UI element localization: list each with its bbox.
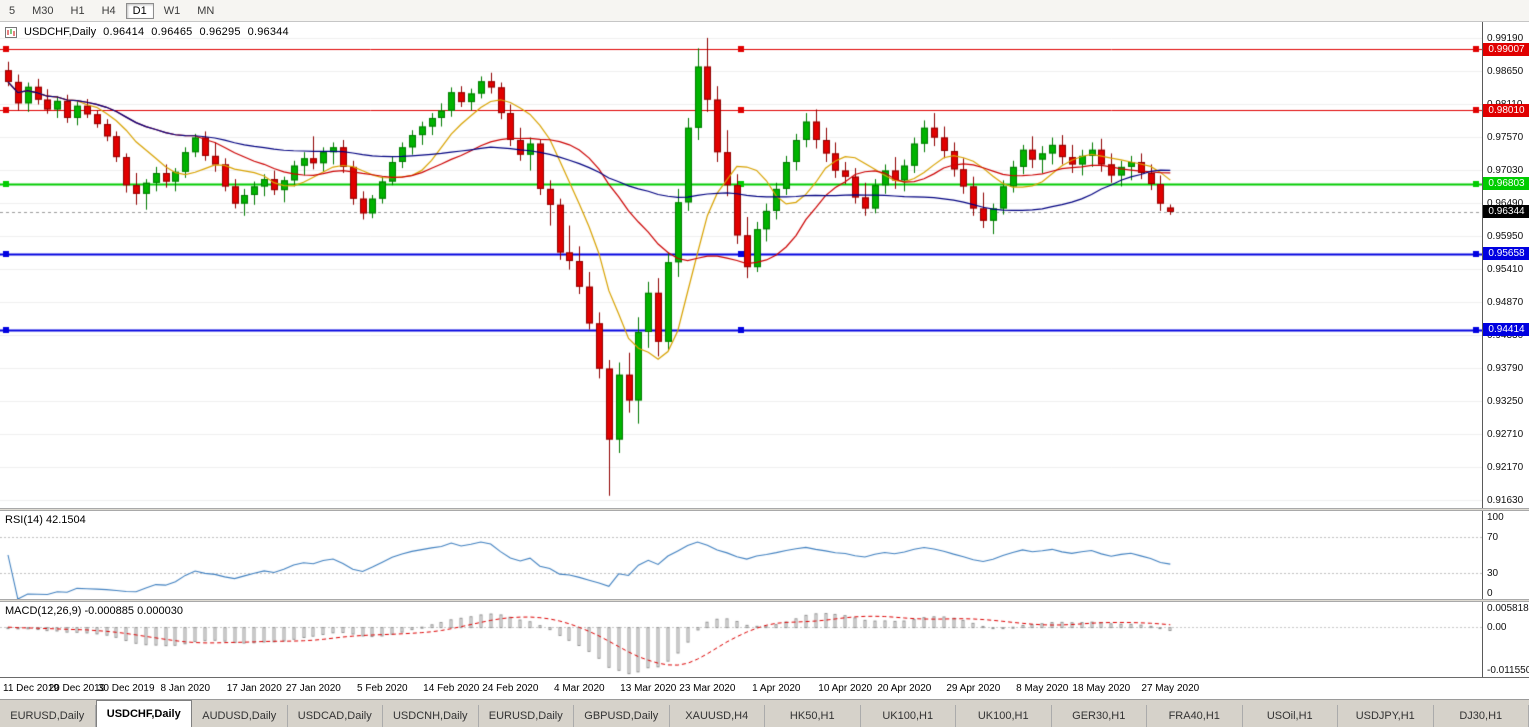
chart-tab-uk100-h1[interactable]: UK100,H1 [956,705,1052,727]
time-axis-label: 14 Feb 2020 [423,683,479,694]
macd-tick: 0.00 [1487,622,1506,633]
timeframe-button-h4[interactable]: H4 [95,3,123,19]
time-axis-label: 4 Mar 2020 [554,683,605,694]
symbol-title: USDCHF,Daily [24,26,96,38]
price-tick: 0.91630 [1487,495,1523,506]
rsi-tick: 100 [1487,512,1504,523]
ohlc-open: 0.96414 [103,26,144,38]
price-badge: 0.94414 [1483,323,1529,336]
ohlc-close: 0.96344 [248,26,289,38]
main-chart-canvas[interactable] [0,22,1482,508]
rsi-tick: 70 [1487,532,1498,543]
price-axis: 0.991900.986500.981100.975700.970300.964… [1482,22,1529,508]
rsi-tick: 0 [1487,588,1493,599]
price-tick: 0.94870 [1487,297,1523,308]
price-tick: 0.93250 [1487,396,1523,407]
timeframe-toolbar: 5M30H1H4D1W1MN [0,0,1529,22]
price-badge: 0.98010 [1483,104,1529,117]
time-axis-label: 23 Mar 2020 [679,683,735,694]
price-badge: 0.95658 [1483,247,1529,260]
rsi-label: RSI(14) 42.1504 [5,514,86,526]
macd-axis: 0.005818 0.00 -0.011550 [1482,602,1529,677]
timeframe-button-5[interactable]: 5 [2,3,22,19]
rsi-canvas[interactable] [0,511,1482,599]
price-tick: 0.95410 [1487,264,1523,275]
chart-tab-eurusd-daily[interactable]: EURUSD,Daily [479,705,575,727]
price-badge: 0.99007 [1483,43,1529,56]
macd-tick: 0.005818 [1487,603,1529,614]
chart-tab-usoil-h1[interactable]: USOil,H1 [1243,705,1339,727]
time-axis-label: 18 May 2020 [1072,683,1130,694]
price-tick: 0.98650 [1487,66,1523,77]
time-axis-label: 20 Apr 2020 [877,683,931,694]
chart-tab-fra40-h1[interactable]: FRA40,H1 [1147,705,1243,727]
chart-tab-audusd-daily[interactable]: AUDUSD,Daily [192,705,288,727]
chart-tab-usdjpy-h1[interactable]: USDJPY,H1 [1338,705,1434,727]
timeframe-button-d1[interactable]: D1 [126,3,154,19]
time-axis-label: 29 Apr 2020 [946,683,1000,694]
time-axis-label: 8 May 2020 [1016,683,1068,694]
rsi-axis: 100 70 30 0 [1482,511,1529,599]
chart-tab-dj30-h1[interactable]: DJ30,H1 [1434,705,1529,727]
ohlc-high: 0.96465 [151,26,192,38]
current-price-badge: 0.96344 [1483,205,1529,218]
chart-tab-usdchf-daily[interactable]: USDCHF,Daily [96,700,193,727]
price-badge: 0.96803 [1483,177,1529,190]
price-tick: 0.95950 [1487,231,1523,242]
time-axis-label: 17 Jan 2020 [227,683,282,694]
timeframe-button-mn[interactable]: MN [190,3,221,19]
time-axis-label: 8 Jan 2020 [161,683,211,694]
macd-tick: -0.011550 [1487,665,1529,676]
price-tick: 0.92170 [1487,462,1523,473]
chart-tab-hk50-h1[interactable]: HK50,H1 [765,705,861,727]
chart-tab-usdcad-daily[interactable]: USDCAD,Daily [288,705,384,727]
macd-pane: MACD(12,26,9) -0.000885 0.000030 0.00581… [0,602,1529,677]
time-axis-label: 1 Apr 2020 [752,683,800,694]
chart-tab-bar: EURUSD,DailyUSDCHF,DailyAUDUSD,DailyUSDC… [0,699,1529,727]
trading-terminal: 5M30H1H4D1W1MN USDCHF,Daily 0.96414 0.96… [0,0,1529,727]
chart-tab-eurusd-daily[interactable]: EURUSD,Daily [0,705,96,727]
price-tick: 0.97570 [1487,132,1523,143]
time-axis-label: 13 Mar 2020 [620,683,676,694]
time-axis-label: 30 Dec 2019 [98,683,155,694]
timeframe-button-h1[interactable]: H1 [64,3,92,19]
price-tick: 0.93790 [1487,363,1523,374]
chart-tab-ger30-h1[interactable]: GER30,H1 [1052,705,1148,727]
chart-tab-uk100-h1[interactable]: UK100,H1 [861,705,957,727]
main-chart-pane: USDCHF,Daily 0.96414 0.96465 0.96295 0.9… [0,22,1529,508]
macd-canvas[interactable] [0,602,1482,677]
time-axis-label: 24 Feb 2020 [482,683,538,694]
chart-tab-gbpusd-daily[interactable]: GBPUSD,Daily [574,705,670,727]
time-axis-label: 10 Apr 2020 [818,683,872,694]
time-axis-label: 27 Jan 2020 [286,683,341,694]
timeframe-button-m30[interactable]: M30 [25,3,60,19]
time-axis-label: 5 Feb 2020 [357,683,408,694]
rsi-pane: RSI(14) 42.1504 100 70 30 0 [0,511,1529,599]
chart-title: USDCHF,Daily 0.96414 0.96465 0.96295 0.9… [5,26,289,38]
chart-tab-xauusd-h4[interactable]: XAUUSD,H4 [670,705,766,727]
rsi-tick: 30 [1487,568,1498,579]
chart-tab-usdcnh-daily[interactable]: USDCNH,Daily [383,705,479,727]
timeframe-button-w1[interactable]: W1 [157,3,188,19]
price-tick: 0.97030 [1487,165,1523,176]
macd-label: MACD(12,26,9) -0.000885 0.000030 [5,605,183,617]
time-axis-label: 20 Dec 2019 [49,683,106,694]
chart-icon [5,27,17,38]
ohlc-low: 0.96295 [199,26,240,38]
time-axis-label: 27 May 2020 [1141,683,1199,694]
price-tick: 0.92710 [1487,429,1523,440]
time-axis[interactable]: 11 Dec 201920 Dec 201930 Dec 20198 Jan 2… [0,677,1529,699]
